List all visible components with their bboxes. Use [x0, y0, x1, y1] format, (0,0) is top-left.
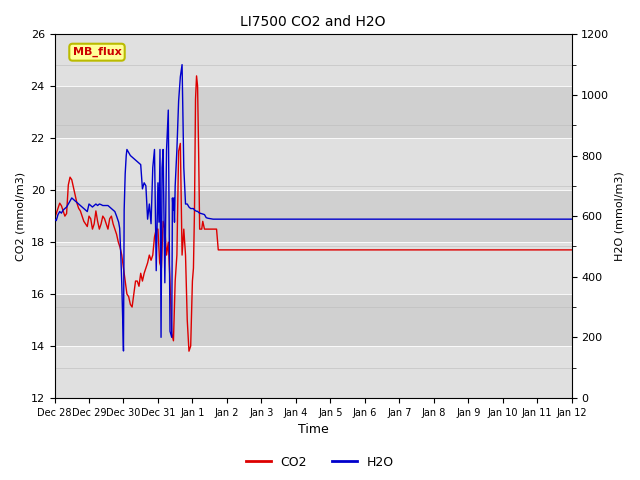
Bar	[54, 86, 572, 138]
Bar	[54, 190, 572, 242]
Bar	[54, 242, 572, 294]
Legend: CO2, H2O: CO2, H2O	[241, 451, 399, 474]
Bar	[54, 35, 572, 86]
Bar	[54, 346, 572, 398]
Bar	[54, 138, 572, 190]
Title: LI7500 CO2 and H2O: LI7500 CO2 and H2O	[240, 15, 386, 29]
Text: MB_flux: MB_flux	[72, 47, 122, 57]
Y-axis label: H2O (mmol/m3): H2O (mmol/m3)	[615, 171, 625, 261]
Y-axis label: CO2 (mmol/m3): CO2 (mmol/m3)	[15, 171, 25, 261]
Bar	[54, 294, 572, 346]
X-axis label: Time: Time	[298, 423, 328, 436]
